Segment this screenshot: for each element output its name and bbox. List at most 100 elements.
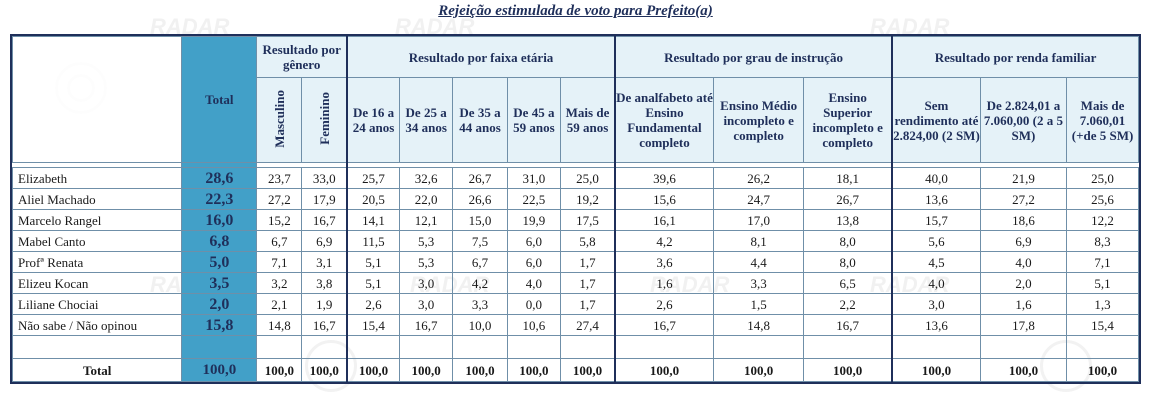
header-total: Total <box>181 36 258 163</box>
value-cell: 19,2 <box>560 188 616 210</box>
value-cell <box>891 335 981 359</box>
value-cell: 3,0 <box>398 293 454 315</box>
value-cell: 25,0 <box>1066 167 1139 189</box>
page-title: Rejeição estimulada de voto para Prefeit… <box>438 3 713 19</box>
total-row: Total 100,0 100,0 100,0 100,0 100,0 100,0 100,0… <box>11 358 1139 382</box>
value-cell: 16,7 <box>301 314 348 336</box>
value-cell: 3,1 <box>301 251 348 273</box>
header-age-25-34: De 25 a 34 anos <box>398 77 454 163</box>
value-cell: 10,0 <box>452 314 508 336</box>
value-cell: 8,0 <box>803 230 893 252</box>
value-cell: 19,9 <box>506 209 562 231</box>
value-cell: 17,9 <box>301 188 348 210</box>
value-cell: 8,1 <box>712 230 805 252</box>
header-age-35-44: De 35 a 44 anos <box>452 77 508 163</box>
value-cell: 21,9 <box>979 167 1068 189</box>
value-cell: 16,7 <box>398 314 454 336</box>
value-cell: 16,7 <box>803 314 893 336</box>
value-cell: 100,0 <box>712 358 805 382</box>
header-edu-medio: Ensino Médio incompleto e completo <box>712 77 805 163</box>
value-cell: 5,1 <box>346 272 400 294</box>
value-cell: 1,3 <box>1066 293 1139 315</box>
value-cell: 5,1 <box>1066 272 1139 294</box>
value-cell: 24,7 <box>712 188 805 210</box>
value-cell: 25,7 <box>346 167 400 189</box>
value-cell: 1,6 <box>613 272 714 294</box>
total-cell: 100,0 <box>181 358 258 382</box>
value-cell: 33,0 <box>301 167 348 189</box>
value-cell: 1,9 <box>301 293 348 315</box>
value-cell: 6,9 <box>301 230 348 252</box>
value-cell: 22,0 <box>398 188 454 210</box>
table-row: Não sabe / Não opinou 15,8 14,8 16,7 15,4 16,… <box>11 314 1139 336</box>
value-cell: 32,6 <box>398 167 454 189</box>
table-row: Elizeu Kocan 3,5 3,2 3,8 5,1 3,0 4,2 4,0 1,7 1,6 3… <box>11 272 1139 294</box>
value-cell: 15,7 <box>891 209 981 231</box>
header-edu-superior: Ensino Superior incompleto e completo <box>803 77 893 163</box>
value-cell <box>560 335 616 359</box>
total-cell: 3,5 <box>181 272 258 294</box>
value-cell: 100,0 <box>506 358 562 382</box>
value-cell: 27,2 <box>979 188 1068 210</box>
value-cell <box>452 335 508 359</box>
value-cell: 5,1 <box>346 251 400 273</box>
row-label: Profª Renata <box>11 251 183 273</box>
value-cell: 3,0 <box>891 293 981 315</box>
header-grau-instrucao: Resultado por grau de instrução <box>613 36 893 78</box>
value-cell: 4,5 <box>891 251 981 273</box>
value-cell: 18,1 <box>803 167 893 189</box>
value-cell: 5,3 <box>398 230 454 252</box>
value-cell: 13,6 <box>891 188 981 210</box>
row-label: Mabel Canto <box>11 230 183 252</box>
value-cell: 12,1 <box>398 209 454 231</box>
row-label: Liliane Chociai <box>11 293 183 315</box>
table-row: Profª Renata 5,0 7,1 3,1 5,1 5,3 6,7 6,0 1,7 3,6 4… <box>11 251 1139 273</box>
value-cell: 6,0 <box>506 251 562 273</box>
value-cell: 6,0 <box>506 230 562 252</box>
header-renda-ate-2sm: Sem rendimento até 2.824,00 (2 SM) <box>891 77 981 163</box>
header-feminino: Feminino <box>301 77 348 163</box>
value-cell: 22,5 <box>506 188 562 210</box>
header-age-60-plus: Mais de 59 anos <box>560 77 616 163</box>
value-cell: 100,0 <box>452 358 508 382</box>
value-cell: 100,0 <box>301 358 348 382</box>
value-cell: 15,4 <box>346 314 400 336</box>
total-cell: 28,6 <box>181 167 258 189</box>
value-cell: 25,0 <box>560 167 616 189</box>
value-cell: 5,8 <box>560 230 616 252</box>
value-cell: 8,0 <box>803 251 893 273</box>
watermark-text: RADAR <box>150 14 230 39</box>
value-cell: 17,5 <box>560 209 616 231</box>
value-cell: 4,0 <box>891 272 981 294</box>
total-cell: 5,0 <box>181 251 258 273</box>
value-cell: 100,0 <box>1066 358 1139 382</box>
row-label <box>11 335 183 359</box>
value-cell: 6,7 <box>452 251 508 273</box>
value-cell: 1,6 <box>979 293 1068 315</box>
value-cell: 25,6 <box>1066 188 1139 210</box>
value-cell: 40,0 <box>891 167 981 189</box>
value-cell: 14,1 <box>346 209 400 231</box>
value-cell: 2,0 <box>979 272 1068 294</box>
value-cell: 26,2 <box>712 167 805 189</box>
value-cell: 1,7 <box>560 272 616 294</box>
header-faixa-etaria: Resultado por faixa etária <box>346 36 616 78</box>
value-cell: 0,0 <box>506 293 562 315</box>
total-cell: 15,8 <box>181 314 258 336</box>
header-feminino-label: Feminino <box>316 92 332 145</box>
value-cell: 23,7 <box>256 167 303 189</box>
value-cell: 17,0 <box>712 209 805 231</box>
header-masculino: Masculino <box>256 77 303 163</box>
row-label: Total <box>11 358 183 382</box>
header-age-45-59: De 45 a 59 anos <box>506 77 562 163</box>
value-cell: 13,6 <box>891 314 981 336</box>
value-cell: 6,5 <box>803 272 893 294</box>
header-renda-2-5sm: De 2.824,01 a 7.060,00 (2 a 5 SM) <box>979 77 1068 163</box>
row-label: Não sabe / Não opinou <box>11 314 183 336</box>
value-cell: 5,3 <box>398 251 454 273</box>
value-cell: 18,6 <box>979 209 1068 231</box>
value-cell: 2,6 <box>346 293 400 315</box>
value-cell: 100,0 <box>398 358 454 382</box>
header-genero: Resultado por gênero <box>256 36 348 78</box>
value-cell: 3,8 <box>301 272 348 294</box>
